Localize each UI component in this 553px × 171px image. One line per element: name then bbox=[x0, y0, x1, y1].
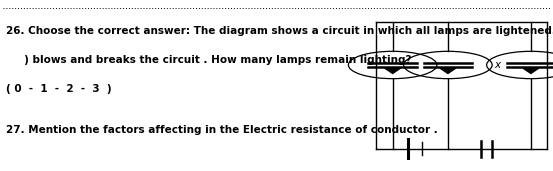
Text: x: x bbox=[494, 60, 501, 70]
Text: ( 0  -  1  -  2  -  3  ): ( 0 - 1 - 2 - 3 ) bbox=[6, 84, 111, 94]
Text: ) blows and breaks the circuit . How many lamps remain lighting?: ) blows and breaks the circuit . How man… bbox=[6, 55, 411, 65]
Polygon shape bbox=[523, 68, 539, 74]
Text: 26. Choose the correct answer: The diagram shows a circuit in which all lamps ar: 26. Choose the correct answer: The diagr… bbox=[6, 26, 553, 36]
Polygon shape bbox=[440, 68, 456, 74]
Polygon shape bbox=[385, 68, 400, 74]
Text: 27. Mention the factors affecting in the Electric resistance of conductor .: 27. Mention the factors affecting in the… bbox=[6, 125, 437, 135]
